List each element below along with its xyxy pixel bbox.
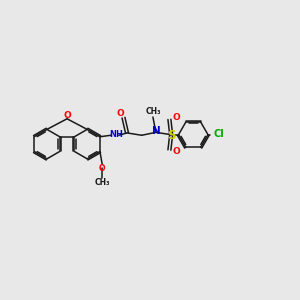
Text: O: O <box>116 109 124 118</box>
Text: CH₃: CH₃ <box>95 178 111 188</box>
Text: O: O <box>172 113 180 122</box>
Text: CH₃: CH₃ <box>146 107 161 116</box>
Text: S: S <box>167 129 176 142</box>
Text: N: N <box>152 126 161 136</box>
Text: O: O <box>99 164 106 173</box>
Text: Cl: Cl <box>213 129 224 139</box>
Text: O: O <box>172 147 180 156</box>
Text: O: O <box>63 111 71 120</box>
Text: NH: NH <box>109 130 123 139</box>
